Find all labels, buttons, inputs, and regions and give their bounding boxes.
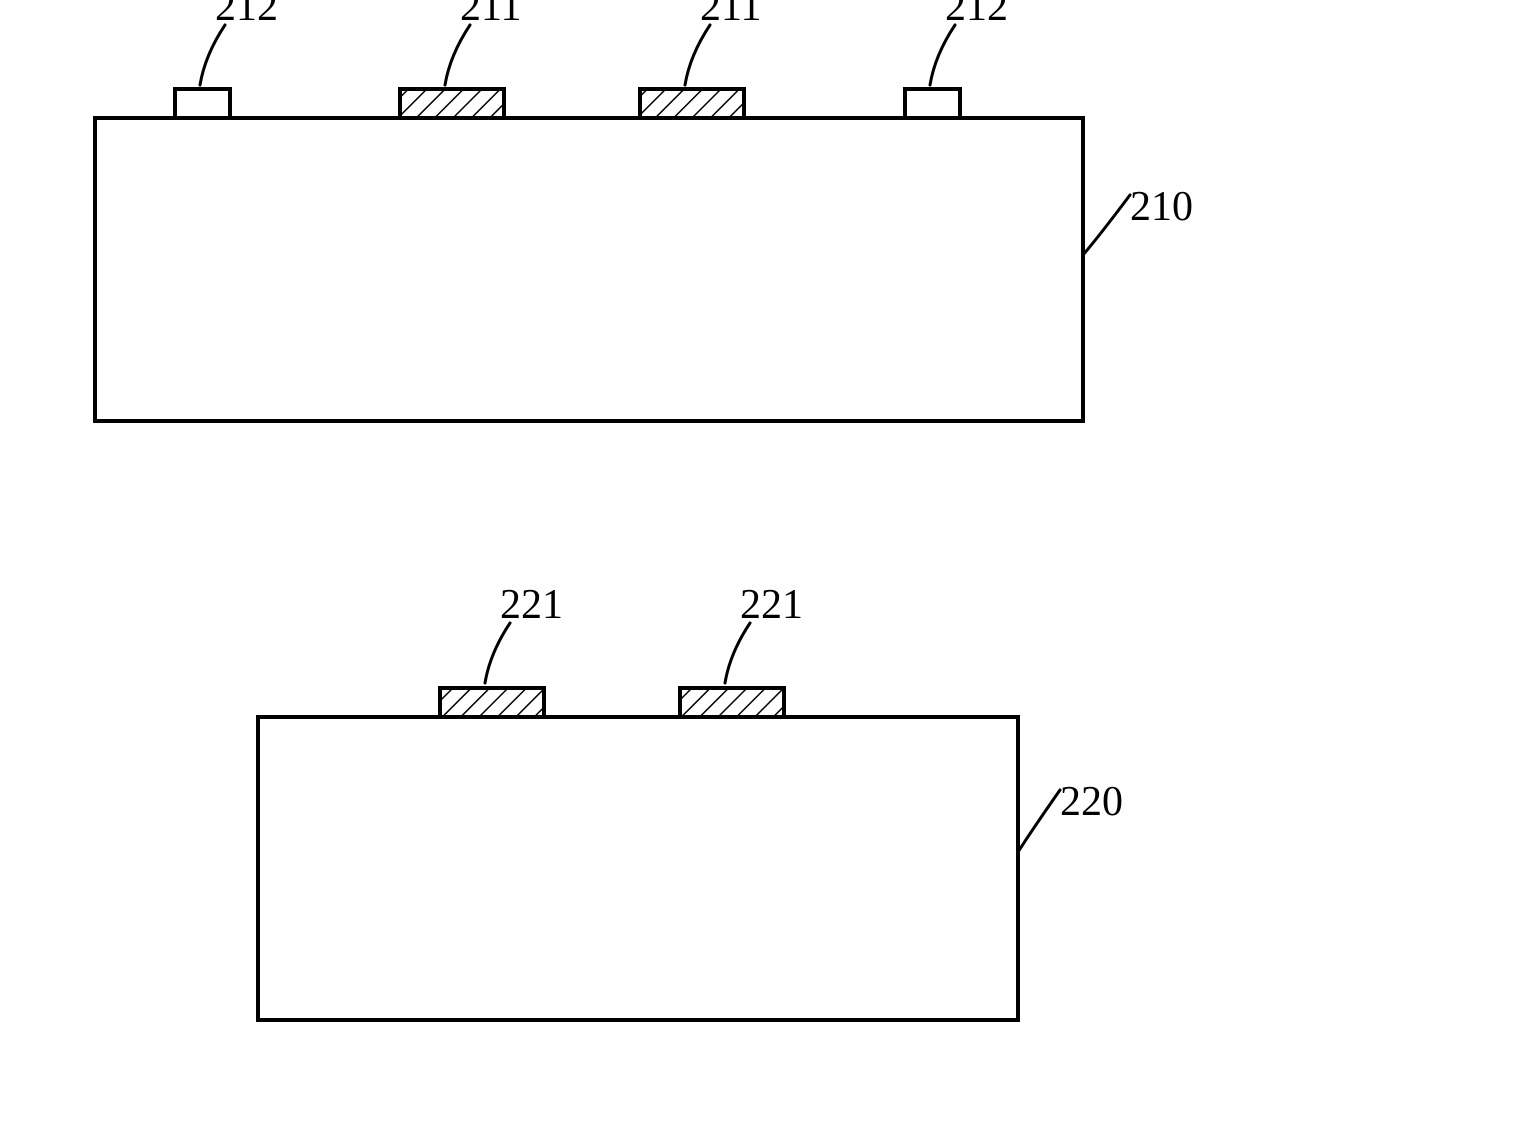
reference-label: 211 (700, 0, 761, 30)
pad-hatched (400, 89, 504, 118)
reference-label: 220 (1060, 779, 1123, 825)
reference-label: 211 (460, 0, 521, 30)
reference-label: 210 (1130, 184, 1193, 230)
diagram-canvas: 212 211 211 212 210 221 221 220 (0, 0, 1528, 1139)
pad-hatched (440, 688, 544, 717)
reference-label: 212 (215, 0, 278, 30)
reference-label: 212 (945, 0, 1008, 30)
reference-label: 221 (500, 582, 563, 628)
pad-hatched (640, 89, 744, 118)
pad-hatched (680, 688, 784, 717)
reference-label: 221 (740, 582, 803, 628)
